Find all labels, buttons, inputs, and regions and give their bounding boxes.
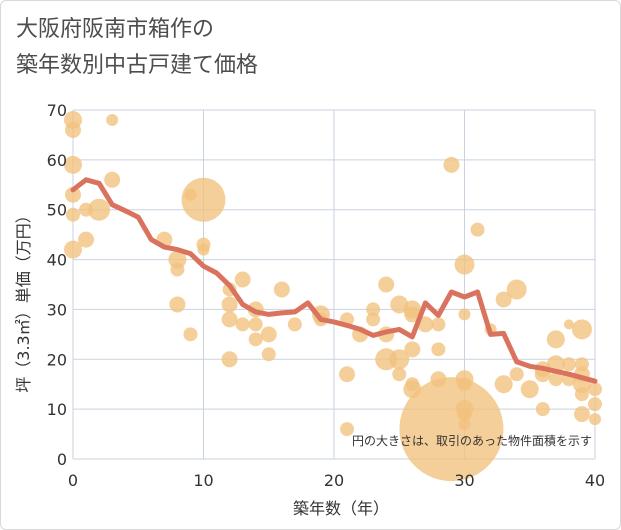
- bubble-point: [66, 207, 80, 222]
- x-tick-label: 20: [324, 471, 344, 490]
- bubble-point: [404, 306, 421, 323]
- y-tick-label: 10: [47, 400, 67, 419]
- bubble-point: [430, 371, 447, 388]
- y-tick-labels: 0 10 20 30 40 50 60 70: [47, 101, 67, 469]
- bubble-point: [535, 402, 550, 417]
- x-axis-title: 築年数（年）: [293, 499, 389, 518]
- chart-title-line-1: 大阪府阪南市箱作の: [16, 17, 215, 42]
- bubble-point: [88, 198, 111, 221]
- trend-line-series: [70, 177, 598, 384]
- bubble-point: [546, 330, 565, 349]
- bubble-point: [221, 311, 238, 328]
- bubble-point: [181, 177, 226, 222]
- bubble-point: [573, 406, 590, 423]
- x-tick-label: 0: [68, 471, 78, 490]
- bubble-point: [404, 341, 421, 358]
- bubble-point: [168, 250, 187, 269]
- bubble-point: [548, 372, 563, 387]
- bubble-point: [366, 312, 381, 327]
- bubble-point: [65, 186, 81, 203]
- bubble-point: [106, 113, 119, 126]
- bubble-point: [378, 276, 395, 293]
- bubble-point: [261, 347, 276, 362]
- bubble-point: [588, 382, 602, 397]
- bubble-point: [588, 397, 602, 412]
- bubble-size-note: 円の大きさは、取引のあった物件面積を示す: [352, 433, 592, 448]
- y-tick-label: 70: [47, 101, 67, 120]
- bubble-point: [561, 357, 576, 372]
- bubble-point: [169, 296, 186, 313]
- bubble-point: [78, 231, 95, 248]
- bubble-point: [79, 202, 94, 217]
- x-tick-label: 30: [454, 471, 474, 490]
- bubble-point: [366, 302, 381, 317]
- y-tick-label: 50: [47, 201, 67, 220]
- bubble-point: [248, 317, 263, 332]
- bubble-point: [509, 367, 524, 382]
- bubble-point: [399, 377, 504, 482]
- bubble-point: [443, 156, 460, 173]
- y-tick-label: 40: [47, 251, 67, 270]
- chart-title: 大阪府阪南市箱作の 築年数別中古戸建て価格: [16, 12, 258, 84]
- bubble-point: [520, 380, 539, 399]
- bubble-point: [104, 171, 121, 188]
- y-tick-label: 20: [47, 350, 67, 369]
- bubble-point: [221, 296, 238, 313]
- bubble-point: [457, 377, 472, 392]
- y-axis-title: 坪（3.3㎡）単価（万円）: [14, 207, 33, 392]
- bubble-point: [574, 357, 589, 372]
- bubble-point: [248, 332, 263, 347]
- bubble-point: [183, 327, 198, 342]
- bubble-point: [235, 317, 250, 332]
- bubble-point: [405, 377, 420, 392]
- grid-lines: [72, 109, 596, 460]
- bubble-point: [458, 308, 471, 321]
- bubble-point: [563, 319, 574, 330]
- bubble-point: [574, 387, 589, 402]
- trend-line: [70, 177, 598, 384]
- bubble-point: [389, 349, 410, 370]
- bubble-point: [287, 317, 302, 332]
- y-tick-label: 60: [47, 151, 67, 170]
- bubble-point: [470, 222, 485, 237]
- bubble-point: [197, 243, 210, 256]
- bubble-point: [184, 188, 197, 201]
- bubble-point: [273, 281, 290, 298]
- bubble-point: [65, 121, 81, 138]
- bubble-point: [458, 418, 471, 431]
- y-tick-label: 30: [47, 300, 67, 319]
- bubble-point: [392, 367, 407, 382]
- bubble-point: [457, 407, 472, 422]
- bubble-point: [339, 366, 356, 383]
- bubble-point: [589, 413, 601, 426]
- x-tick-labels: 0 10 20 30 40: [68, 471, 605, 490]
- bubble-point: [506, 279, 527, 300]
- bubble-point: [494, 375, 513, 394]
- bubble-point: [571, 319, 592, 340]
- bubble-point: [454, 254, 475, 275]
- bubble-point: [64, 240, 82, 259]
- bubble-point: [260, 326, 277, 343]
- bubble-point: [431, 342, 446, 357]
- bubble-point: [170, 262, 185, 277]
- x-tick-label: 40: [585, 471, 605, 490]
- chart-title-line-2: 築年数別中古戸建て価格: [16, 53, 259, 78]
- y-tick-label: 0: [57, 450, 67, 469]
- bubble-point: [64, 155, 82, 174]
- bubble-point: [417, 316, 434, 333]
- bubble-point: [234, 271, 251, 288]
- x-tick-label: 10: [193, 471, 213, 490]
- bubble-point: [221, 351, 238, 368]
- bubble-point: [431, 317, 446, 332]
- bubble-series: [64, 110, 602, 482]
- bubble-point: [495, 291, 512, 308]
- bubble-point: [340, 422, 355, 437]
